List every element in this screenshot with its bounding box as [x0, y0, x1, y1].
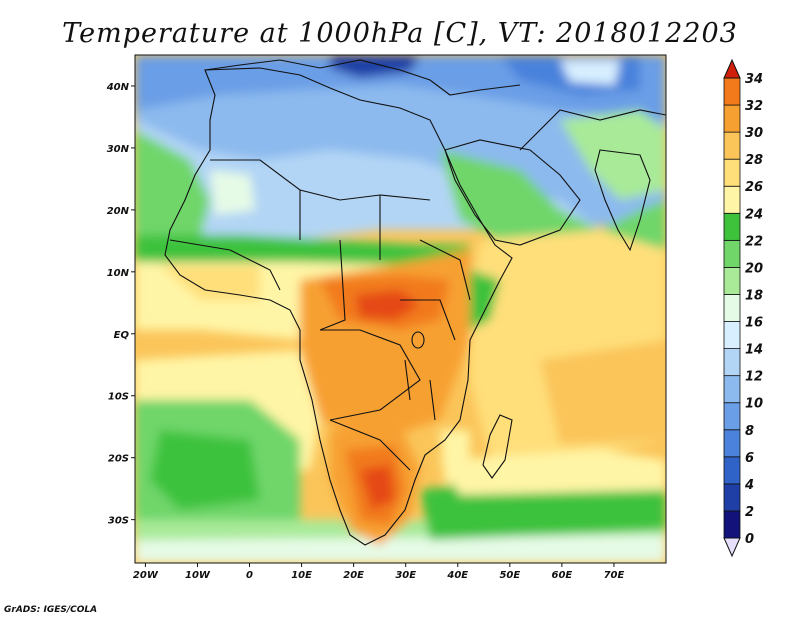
colorbar-segment: [723, 239, 741, 268]
colorbar-label: 10: [745, 397, 763, 412]
lat-tick-label: EQ: [114, 330, 130, 341]
colorbar-under-triangle: [723, 537, 741, 558]
lat-tick-label: 30S: [108, 516, 129, 527]
colorbar-segment: [723, 158, 741, 187]
lon-tick-label: 60E: [552, 570, 573, 581]
lon-tick-label: 20E: [343, 570, 364, 581]
colorbar-label: 12: [745, 370, 763, 385]
colorbar-segment: [723, 375, 741, 404]
map-frame: [134, 54, 667, 564]
colorbar-segment: [723, 104, 741, 133]
lon-tick-label: 30E: [395, 570, 416, 581]
colorbar-label: 24: [745, 207, 763, 222]
lon-tick-label: 70E: [604, 570, 625, 581]
colorbar-label: 18: [745, 288, 763, 303]
colorbar-label: 28: [745, 153, 763, 168]
temperature-field: [135, 55, 666, 563]
colorbar-segment: [723, 185, 741, 214]
lat-tick-label: 30N: [107, 144, 130, 155]
colorbar-segment: [723, 77, 741, 106]
lat-tick-label: 20N: [107, 206, 130, 217]
colorbar-label: 6: [745, 451, 754, 466]
coastlines: [164, 59, 666, 546]
colorbar-segment: [723, 510, 741, 539]
colorbar-label: 34: [745, 72, 763, 87]
colorbar-label: 14: [745, 343, 763, 358]
lon-tick-label: 10E: [291, 570, 312, 581]
colorbar-segment: [723, 348, 741, 377]
colorbar-segment: [723, 456, 741, 485]
longitude-tick-labels: 20W 10W 0 10E 20E 30E 40E 50E 60E 70E: [133, 563, 625, 581]
colorbar-label: 30: [745, 126, 763, 141]
lon-tick-label: 50E: [499, 570, 520, 581]
lat-tick-label: 20S: [108, 454, 129, 465]
colorbar-label: 26: [745, 180, 763, 195]
colorbar-label: 16: [745, 316, 763, 331]
lat-tick-label: 10S: [108, 392, 129, 403]
lat-tick-label: 40N: [106, 82, 130, 93]
colorbar-label: 4: [744, 478, 754, 493]
lon-tick-label: 20W: [133, 570, 159, 581]
colorbar-label: 22: [745, 234, 763, 249]
lon-tick-label: 10W: [185, 570, 211, 581]
colorbar-segment: [723, 267, 741, 295]
colorbar-label: 2: [745, 505, 754, 520]
lon-tick-label: 0: [246, 570, 253, 581]
credit-text: GrADS: IGES/COLA: [4, 605, 97, 615]
lat-tick-label: 10N: [107, 268, 130, 279]
colorbar-segment: [723, 212, 741, 241]
colorbar-segment: [723, 131, 741, 160]
latitude-tick-labels: 40N 30N 20N 10N EQ 10S 20S 30S: [106, 82, 135, 527]
colorbar-segment: [723, 402, 741, 431]
colorbar-label: 0: [745, 532, 754, 547]
colorbar-segment: [723, 321, 741, 349]
colorbar-label: 20: [745, 261, 763, 276]
colorbar-segment: [723, 429, 741, 458]
colorbar-label: 32: [745, 99, 763, 114]
colorbar-over-triangle: [723, 58, 741, 79]
lon-tick-label: 40E: [446, 570, 468, 581]
colorbar-label: 8: [745, 424, 754, 439]
colorbar-segment: [723, 294, 741, 322]
map-title: Temperature at 1000hPa [C], VT: 20180122…: [62, 18, 738, 49]
colorbar-segment: [723, 483, 741, 512]
